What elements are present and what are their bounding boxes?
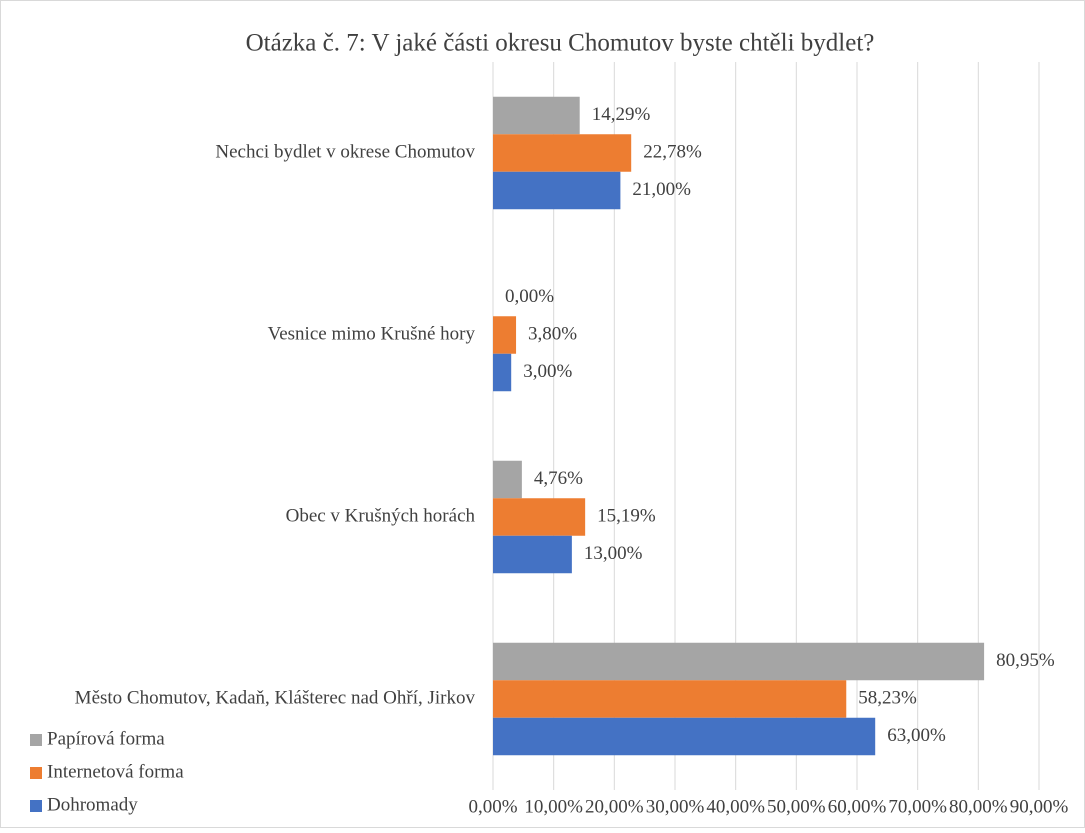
bar	[493, 642, 985, 681]
bar	[493, 171, 621, 210]
x-tick-label: 80,00%	[949, 796, 1008, 817]
data-label: 22,78%	[643, 141, 702, 162]
chart-title: Otázka č. 7: V jaké části okresu Chomuto…	[246, 30, 875, 57]
x-tick-label: 40,00%	[706, 796, 765, 817]
data-label: 4,76%	[534, 468, 583, 489]
bar	[493, 717, 876, 756]
data-label: 21,00%	[632, 179, 691, 200]
x-tick-label: 60,00%	[828, 796, 887, 817]
data-label: 15,19%	[597, 505, 656, 526]
data-label: 13,00%	[584, 543, 643, 564]
bar	[493, 498, 586, 536]
data-label: 80,95%	[996, 650, 1055, 671]
bar	[493, 680, 847, 718]
legend-swatch	[30, 734, 42, 746]
x-tick-label: 90,00%	[1010, 796, 1069, 817]
y-tick-label: Nechci bydlet v okrese Chomutov	[215, 141, 475, 162]
bar	[493, 96, 580, 135]
x-tick-label: 0,00%	[468, 796, 517, 817]
legend-label: Dohromady	[47, 794, 138, 815]
x-tick-label: 70,00%	[888, 796, 947, 817]
data-label: 58,23%	[858, 687, 917, 708]
bar	[493, 460, 522, 499]
legend-swatch	[30, 800, 42, 812]
data-label: 3,00%	[523, 361, 572, 382]
bar	[493, 316, 517, 354]
y-tick-label: Obec v Krušných horách	[286, 505, 476, 526]
bar	[493, 535, 572, 574]
x-tick-label: 10,00%	[524, 796, 583, 817]
data-label: 14,29%	[592, 104, 651, 125]
y-tick-label: Město Chomutov, Kadaň, Klášterec nad Ohř…	[75, 687, 476, 708]
legend-label: Internetová forma	[47, 761, 184, 782]
bar	[493, 134, 632, 172]
data-label: 63,00%	[887, 725, 946, 746]
x-tick-label: 50,00%	[767, 796, 826, 817]
data-label: 3,80%	[528, 323, 577, 344]
data-label: 0,00%	[505, 286, 554, 307]
y-tick-label: Vesnice mimo Krušné hory	[268, 323, 476, 344]
bar	[493, 353, 512, 392]
legend-label: Papírová forma	[47, 728, 165, 749]
x-tick-label: 30,00%	[646, 796, 705, 817]
legend-swatch	[30, 767, 42, 779]
x-tick-label: 20,00%	[585, 796, 644, 817]
